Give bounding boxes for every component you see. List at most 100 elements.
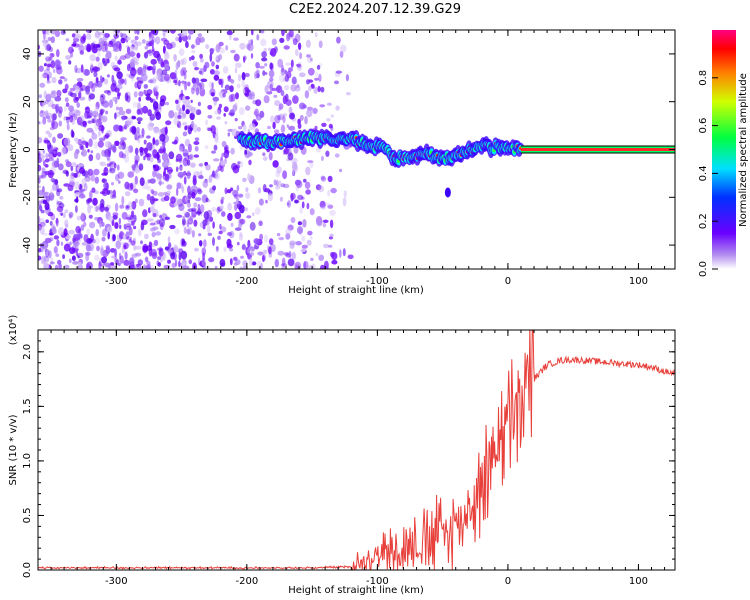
- spectrogram-noise-dot: [150, 189, 154, 194]
- spectrogram-noise-dot: [277, 250, 285, 256]
- spectrogram-noise-dot: [194, 197, 202, 202]
- spectrogram-noise-dot: [196, 187, 202, 193]
- spectrogram-noise-dot: [125, 231, 130, 240]
- spectrogram-noise-dot: [134, 61, 139, 65]
- spectrogram-noise-dot: [81, 121, 87, 126]
- spectrogram-noise-dot: [146, 185, 152, 191]
- spectrogram-noise-dot: [161, 152, 169, 162]
- spectrogram-noise-dot: [88, 81, 94, 89]
- spectrogram-noise-dot: [257, 251, 264, 256]
- spectrogram-noise-dot: [58, 120, 63, 127]
- spectrogram-noise-dot: [99, 108, 105, 114]
- spectrogram-noise-dot: [52, 68, 56, 73]
- spectrogram-noise-dot: [45, 152, 48, 159]
- spectrogram-x-tick-label: -300: [105, 276, 128, 287]
- spectrogram-noise-dot: [200, 78, 208, 83]
- spectrogram-noise-dot: [184, 211, 190, 218]
- spectrogram-noise-dot: [56, 49, 60, 58]
- spectrogram-noise-dot: [110, 193, 114, 199]
- spectrogram-noise-dot: [97, 140, 104, 148]
- spectrogram-noise-dot: [248, 39, 254, 45]
- spectrogram-noise-dot: [194, 137, 200, 142]
- spectrogram-noise-dot: [277, 115, 281, 120]
- spectrogram-noise-dot: [83, 234, 89, 243]
- spectrogram-noise-dot: [130, 58, 135, 65]
- spectrogram-noise-dot: [68, 60, 72, 65]
- spectrogram-noise-dot: [105, 247, 111, 254]
- spectrogram-noise-dot: [101, 236, 106, 242]
- spectrogram-noise-dot: [38, 185, 42, 189]
- spectrogram-noise-dot: [79, 41, 83, 48]
- spectrogram-noise-dot: [79, 50, 85, 55]
- spectrogram-noise-dot: [189, 153, 194, 161]
- spectrogram-noise-dot: [96, 245, 100, 252]
- spectrogram-noise-dot: [115, 106, 120, 111]
- spectrogram-noise-dot: [166, 166, 173, 175]
- spectrogram-noise-dot: [57, 133, 64, 139]
- spectrogram-noise-dot: [221, 152, 225, 158]
- spectrogram-noise-dot: [98, 137, 106, 142]
- spectrogram-noise-dot: [157, 59, 163, 64]
- spectrogram-noise-dot: [75, 233, 82, 237]
- spectrogram-noise-dot: [98, 203, 104, 212]
- spectrogram-noise-dot: [178, 48, 185, 56]
- spectrogram-noise-dot: [189, 56, 192, 62]
- spectrogram-noise-dot: [307, 230, 313, 236]
- spectrogram-noise-dot: [79, 188, 86, 192]
- spectrogram-noise-dot: [50, 30, 57, 35]
- spectrogram-noise-dot: [152, 226, 159, 231]
- spectrogram-noise-dot: [345, 92, 351, 96]
- spectrogram-noise-dot: [146, 142, 153, 151]
- snr-y-tick-label: 1.0: [22, 453, 33, 469]
- spectrogram-noise-dot: [129, 51, 136, 57]
- tone-band-core: [520, 148, 675, 151]
- spectrogram-noise-dot: [246, 215, 252, 219]
- spectrogram-noise-dot: [112, 96, 118, 102]
- spectrogram-noise-dot: [214, 109, 221, 115]
- spectrogram-noise-dot: [86, 228, 90, 236]
- spectrogram-noise-dot: [211, 82, 214, 89]
- spectrogram-noise-dot: [143, 51, 149, 59]
- spectrogram-noise-dot: [103, 182, 107, 189]
- spectrogram-noise-dot: [327, 175, 333, 183]
- spectrogram-noise-dot: [285, 228, 292, 235]
- spectrogram-noise-dot: [131, 116, 137, 120]
- spectrogram-noise-dot: [214, 133, 219, 142]
- spectrogram-noise-dot: [144, 256, 149, 263]
- spectrogram-noise-dot: [39, 226, 45, 235]
- spectrogram-noise-dot: [252, 212, 255, 217]
- spectrogram-noise-dot: [124, 146, 130, 156]
- spectrogram-noise-dot: [144, 233, 149, 240]
- spectrogram-noise-dot: [181, 185, 185, 194]
- spectrogram-noise-dot: [270, 63, 275, 71]
- spectrogram-noise-dot: [81, 140, 88, 145]
- spectrogram-noise-dot: [193, 141, 200, 145]
- spectrogram-noise-dot: [279, 37, 285, 44]
- spectrogram-noise-dot: [112, 189, 117, 198]
- spectrogram-noise-dot: [291, 161, 298, 171]
- spectrogram-noise-dot: [183, 226, 187, 234]
- spectrogram-x-tick-label: -100: [366, 276, 389, 287]
- spectrogram-noise-dot: [57, 163, 64, 171]
- spectrogram-noise-dot: [64, 209, 69, 214]
- spectrogram-noise-dot: [43, 68, 51, 75]
- spectrogram-noise-dot: [107, 42, 114, 48]
- spectrogram-noise-dot: [287, 152, 294, 161]
- spectrogram-noise-dot: [49, 237, 54, 242]
- spectrogram-noise-dot: [178, 35, 183, 43]
- spectrogram-noise-dot: [257, 187, 262, 194]
- spectrogram-noise-dot: [99, 161, 104, 166]
- spectrogram-noise-dot: [318, 185, 325, 193]
- spectrogram-noise-dot: [81, 242, 88, 246]
- spectrogram-noise-dot: [76, 77, 84, 82]
- spectrogram-noise-dot: [271, 87, 277, 92]
- spectrogram-noise-dot: [118, 125, 123, 132]
- spectrogram-noise-dot: [166, 184, 173, 190]
- spectrogram-noise-dot: [258, 198, 264, 206]
- spectrogram-noise-dot: [101, 172, 108, 176]
- spectrogram-noise-dot: [68, 258, 72, 264]
- spectrogram-noise-dot: [315, 72, 318, 78]
- colorbar-tick-label: 0.2: [698, 213, 709, 229]
- spectrogram-noise-dot: [184, 81, 188, 91]
